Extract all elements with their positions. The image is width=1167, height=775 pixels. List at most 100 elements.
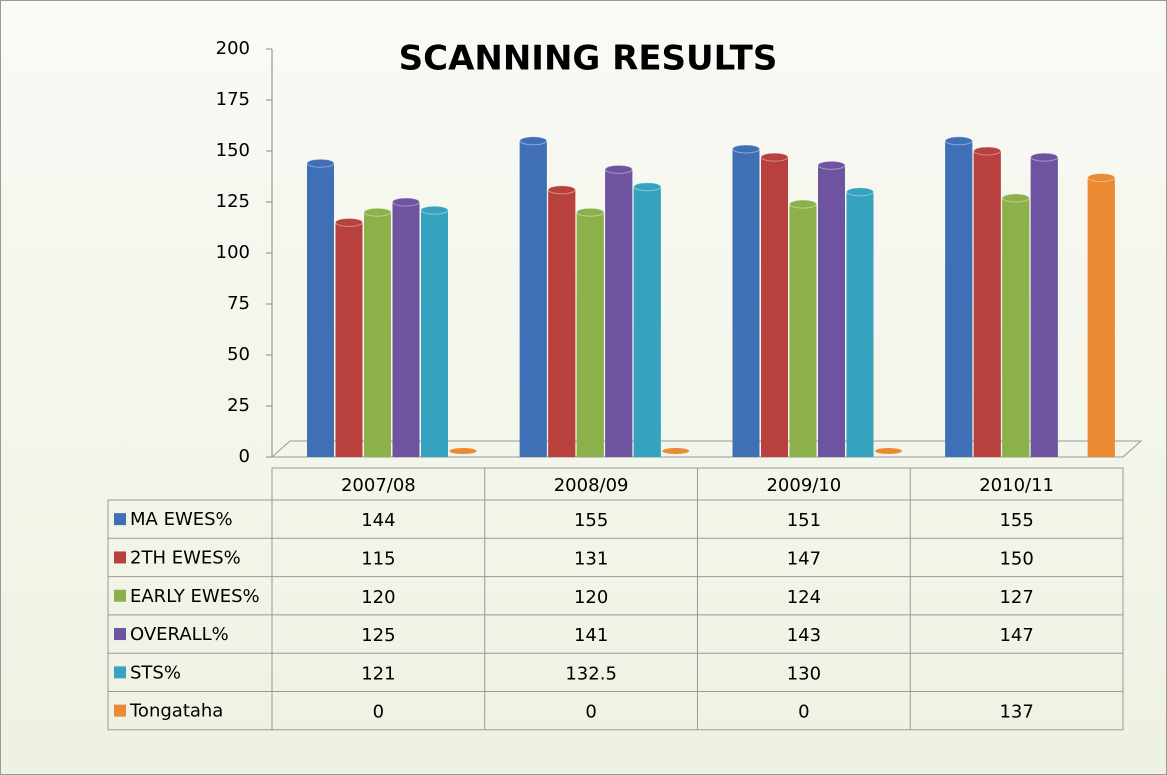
x-tick-label: 2009/10 xyxy=(766,475,841,496)
bar-top xyxy=(732,144,760,154)
y-tick-label: 175 xyxy=(216,89,250,110)
bar-top xyxy=(576,207,605,217)
legend-swatch xyxy=(114,666,126,679)
table-value: 132.5 xyxy=(565,663,617,684)
bar-top xyxy=(973,146,1002,156)
bar-shade xyxy=(732,148,760,457)
table-value: 147 xyxy=(999,625,1033,646)
table-value: 125 xyxy=(361,625,395,646)
table-value: 121 xyxy=(361,663,395,684)
table-value: 150 xyxy=(999,548,1033,569)
table-value: 127 xyxy=(999,587,1033,608)
table-value: 141 xyxy=(574,625,608,646)
bar xyxy=(576,207,605,457)
bar-shade xyxy=(818,165,845,457)
table-value: 151 xyxy=(787,510,821,531)
bar-shade xyxy=(519,140,547,458)
bar-top xyxy=(420,205,449,215)
table-value: 143 xyxy=(787,625,821,646)
table-value: 115 xyxy=(361,548,395,569)
bar-top xyxy=(817,160,846,170)
bar-shade xyxy=(846,191,874,458)
bar xyxy=(789,199,817,457)
bar xyxy=(662,448,690,454)
bar xyxy=(817,160,846,457)
bar-top xyxy=(306,158,335,168)
legend-label: 2TH EWES% xyxy=(130,547,241,568)
table-value: 155 xyxy=(574,510,608,531)
bar-shade xyxy=(335,222,363,457)
legend-swatch xyxy=(114,704,126,717)
bar-top xyxy=(760,152,789,162)
bar-top xyxy=(662,448,690,454)
bar-shade xyxy=(392,202,420,457)
bar xyxy=(732,144,760,457)
table-value: 120 xyxy=(574,587,608,608)
bar-shade xyxy=(364,212,391,457)
bar-shade xyxy=(1002,197,1030,458)
legend-label: MA EWES% xyxy=(130,509,233,530)
bar xyxy=(1001,193,1030,458)
bar-shade xyxy=(307,163,334,458)
bar-shade xyxy=(548,189,576,457)
y-tick-label: 0 xyxy=(239,446,250,467)
table-value: 155 xyxy=(999,510,1033,531)
bar xyxy=(1030,152,1059,457)
bar-top xyxy=(1001,193,1030,203)
bar-top xyxy=(789,199,817,209)
bar xyxy=(875,448,902,454)
y-tick-label: 125 xyxy=(216,191,250,212)
bar-shade xyxy=(973,151,1001,457)
bar xyxy=(420,205,449,457)
legend-swatch xyxy=(114,589,126,602)
y-tick-label: 100 xyxy=(216,242,250,263)
bar-top xyxy=(1030,152,1059,162)
bar-top xyxy=(392,197,420,207)
x-tick-label: 2008/09 xyxy=(554,475,629,496)
legend-swatch xyxy=(114,513,126,526)
bar-top xyxy=(944,136,973,146)
legend-label: STS% xyxy=(130,662,181,683)
x-tick-label: 2010/11 xyxy=(979,475,1054,496)
table-value: 120 xyxy=(361,587,395,608)
bar xyxy=(944,136,973,458)
bar-top xyxy=(604,164,633,174)
bar-top xyxy=(335,217,363,227)
y-tick-label: 200 xyxy=(216,38,250,59)
bar-top xyxy=(1087,173,1116,183)
bar xyxy=(335,217,363,457)
bar-shade xyxy=(1087,177,1115,457)
y-tick-label: 150 xyxy=(216,140,250,161)
table-value: 124 xyxy=(787,587,821,608)
legend-swatch xyxy=(114,628,126,641)
bar-shade xyxy=(605,169,633,458)
table-value: 147 xyxy=(787,548,821,569)
bar-shade xyxy=(1030,157,1058,457)
bar xyxy=(363,207,392,457)
y-tick-label: 75 xyxy=(227,293,250,314)
bar-top xyxy=(519,136,548,146)
bar-shade xyxy=(633,186,661,457)
legend-label: OVERALL% xyxy=(130,624,229,645)
bar xyxy=(1087,173,1116,457)
y-tick-label: 50 xyxy=(227,344,250,365)
bar xyxy=(519,136,548,458)
table-value: 144 xyxy=(361,510,395,531)
bar xyxy=(973,146,1002,457)
bar xyxy=(846,187,874,458)
x-tick-label: 2007/08 xyxy=(341,475,416,496)
bar-shade xyxy=(789,204,817,457)
bar-shade xyxy=(421,210,448,457)
legend-label: EARLY EWES% xyxy=(130,586,260,607)
bar xyxy=(633,182,662,457)
table-value: 0 xyxy=(373,702,384,723)
bar xyxy=(306,158,335,458)
table-value: 0 xyxy=(798,702,809,723)
bar-shade xyxy=(761,157,788,457)
table-value: 131 xyxy=(574,548,608,569)
bar-top xyxy=(363,207,392,217)
bar xyxy=(760,152,789,457)
bar xyxy=(449,448,477,454)
bar-shade xyxy=(576,212,604,457)
